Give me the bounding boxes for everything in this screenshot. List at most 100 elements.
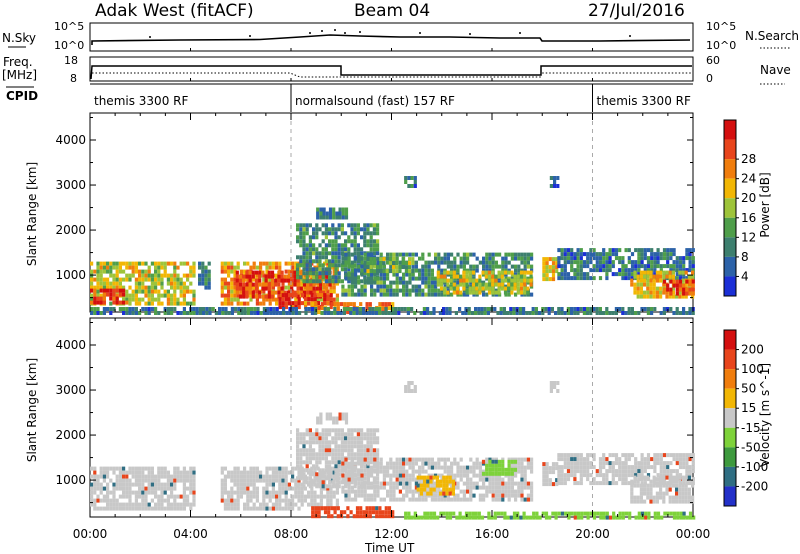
heatmap-cell <box>456 493 460 498</box>
heatmap-cell <box>439 278 444 283</box>
heatmap-cell <box>112 296 116 301</box>
heatmap-cell <box>466 481 470 486</box>
heatmap-cell <box>134 466 138 471</box>
heatmap-cell <box>275 466 279 471</box>
heatmap-cell <box>207 261 211 266</box>
heatmap-cell <box>627 453 631 458</box>
heatmap-cell <box>363 448 367 453</box>
heatmap-cell <box>299 223 303 228</box>
heatmap-cell <box>269 307 273 311</box>
heatmap-cell <box>160 285 164 290</box>
heatmap-cell <box>418 272 422 277</box>
heatmap-cell <box>407 515 411 520</box>
heatmap-cell <box>514 264 518 269</box>
heatmap-cell <box>347 252 351 257</box>
heatmap-cell <box>563 252 567 257</box>
heatmap-cell <box>154 307 158 311</box>
colorbar-tick-label: 20 <box>741 191 756 205</box>
heatmap-cell <box>395 469 399 474</box>
heatmap-cell <box>112 307 116 311</box>
heatmap-cell <box>344 481 348 486</box>
heatmap-cell <box>675 256 679 261</box>
heatmap-cell <box>112 281 116 286</box>
heatmap-cell <box>357 252 361 257</box>
heatmap-cell <box>337 460 341 465</box>
heatmap-cell <box>395 280 399 285</box>
heatmap-cell <box>634 465 638 470</box>
heatmap-cell <box>296 448 300 453</box>
heatmap-cell <box>344 267 348 272</box>
heatmap-cell <box>649 274 653 279</box>
heatmap-cell <box>251 274 255 279</box>
heatmap-cell <box>313 293 317 298</box>
heatmap-cell <box>666 453 670 458</box>
heatmap-cell <box>333 302 337 307</box>
heatmap-cell <box>509 311 513 315</box>
heatmap-cell <box>284 305 288 310</box>
heatmap-cell <box>294 494 298 499</box>
heatmap-cell <box>312 286 316 291</box>
heatmap-cell <box>160 494 164 499</box>
heatmap-cell <box>305 428 309 433</box>
heatmap-cell <box>504 252 508 257</box>
heatmap-cell <box>118 502 122 507</box>
nave-label: Nave <box>760 63 791 77</box>
heatmap-cell <box>182 301 186 306</box>
heatmap-cell <box>96 474 100 479</box>
heatmap-cell <box>275 265 279 270</box>
heatmap-cell <box>516 286 520 291</box>
heatmap-cell <box>312 275 316 280</box>
heatmap-cell <box>271 506 275 511</box>
nsky-tick-high: 10^5 <box>54 20 84 33</box>
heatmap-cell <box>560 453 564 458</box>
heatmap-cell <box>96 265 100 270</box>
heatmap-cell <box>115 474 119 479</box>
heatmap-cell <box>656 511 661 516</box>
heatmap-cell <box>340 227 344 232</box>
heatmap-cell <box>672 248 676 253</box>
heatmap-cell <box>144 466 148 471</box>
heatmap-cell <box>471 515 475 520</box>
heatmap-cell <box>368 506 372 511</box>
heatmap-cell <box>90 300 94 305</box>
heatmap-cell <box>685 453 689 458</box>
heatmap-cell <box>439 483 443 488</box>
heatmap-cell <box>503 511 507 516</box>
heatmap-cell <box>300 494 304 499</box>
heatmap-cell <box>411 477 415 482</box>
heatmap-cell <box>344 484 348 489</box>
heatmap-cell <box>122 307 126 311</box>
heatmap-cell <box>507 477 511 482</box>
heatmap-cell <box>530 481 534 486</box>
heatmap-cell <box>598 473 603 478</box>
heatmap-cell <box>369 243 373 248</box>
heatmap-cell <box>334 440 338 445</box>
heatmap-cell <box>182 474 186 479</box>
heatmap-cell <box>268 466 272 471</box>
heatmap-cell <box>192 494 196 499</box>
heatmap-cell <box>173 289 177 294</box>
heatmap-cell <box>271 474 275 479</box>
heatmap-cell <box>436 270 440 275</box>
heatmap-cell <box>451 479 455 484</box>
heatmap-cell <box>268 494 272 499</box>
heatmap-cell <box>115 293 119 298</box>
heatmap-cell <box>404 515 408 520</box>
heatmap-cell <box>363 227 367 232</box>
heatmap-cell <box>150 474 154 479</box>
heatmap-cell <box>649 286 653 291</box>
heatmap-cell <box>360 464 364 469</box>
y-tick-label: 4000 <box>55 133 86 147</box>
heatmap-cell <box>464 311 468 315</box>
heatmap-cell <box>299 472 303 477</box>
heatmap-cell <box>627 276 631 281</box>
heatmap-cell <box>474 515 478 520</box>
heatmap-cell <box>497 270 501 275</box>
heatmap-cell <box>118 261 122 266</box>
heatmap-cell <box>376 436 380 441</box>
heatmap-cell <box>239 494 243 499</box>
heatmap-cell <box>646 465 651 470</box>
heatmap-cell <box>421 272 425 277</box>
heatmap-cell <box>478 274 482 279</box>
heatmap-cell <box>365 506 369 511</box>
